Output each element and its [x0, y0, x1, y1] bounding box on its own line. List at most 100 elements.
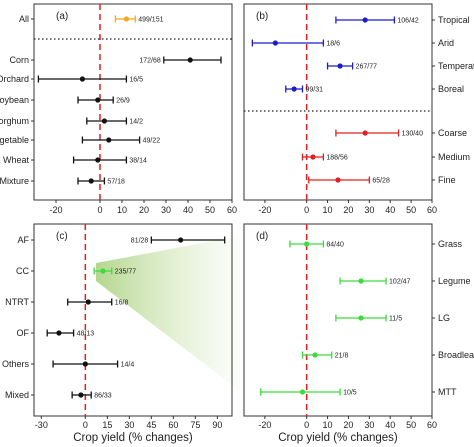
sample-size-label-legume: 102/47: [389, 279, 411, 286]
category-label-of: OF: [17, 328, 30, 338]
x-tick-label: 30: [364, 205, 374, 215]
sample-size-label-mixture: 57/18: [107, 179, 125, 186]
category-label-af: AF: [17, 235, 29, 245]
sample-size-label-vegetable: 49/22: [143, 138, 161, 145]
x-tick-label: -20: [258, 420, 271, 430]
x-tick-label: 10: [117, 205, 127, 215]
panel-d-frame: [243, 223, 433, 417]
category-label-coarse: Coarse: [438, 128, 467, 138]
mean-point-mixed: [78, 392, 84, 398]
sample-size-label-temperate: 267/77: [356, 64, 378, 71]
mean-point-ntrt: [85, 299, 91, 305]
sample-size-label-lg: 11/5: [389, 316, 402, 323]
x-tick-label: -30: [35, 420, 48, 430]
category-label-wheat: Wheat: [3, 155, 30, 165]
x-tick-label: 30: [364, 420, 374, 430]
category-label-vegetable: Vegetable: [0, 135, 29, 145]
sample-size-label-broadleaf: 21/8: [335, 353, 349, 360]
sample-size-label-ntrt: 16/8: [115, 300, 129, 307]
mean-point-arid: [272, 40, 278, 46]
cc-highlight-fan: [96, 236, 240, 391]
x-axis-title-right: Crop yield (% changes): [278, 432, 398, 444]
x-tick-label: 45: [146, 420, 156, 430]
sample-size-label-corn: 172/68: [139, 58, 161, 65]
sample-size-label-arid: 18/6: [326, 41, 340, 48]
sample-size-label-orchard: 16/5: [129, 77, 143, 84]
category-label-sorghum: Sorghum: [0, 116, 29, 126]
sample-size-label-all: 499/151: [138, 17, 163, 24]
category-label-mixture: Mixture: [0, 176, 29, 186]
sample-size-label-coarse: 130/40: [402, 131, 424, 138]
mean-point-fine: [335, 177, 341, 183]
category-label-all: All: [19, 14, 29, 24]
mean-point-legume: [358, 278, 364, 284]
sample-size-label-af: 81/28: [131, 238, 149, 245]
x-tick-label: 20: [139, 205, 149, 215]
category-label-mixed: Mixed: [5, 390, 29, 400]
category-label-boreal: Boreal: [438, 84, 464, 94]
category-label-grass: Grass: [438, 239, 463, 249]
x-tick-label: 50: [205, 205, 215, 215]
x-tick-label: 0: [304, 420, 309, 430]
x-tick-label: -20: [49, 205, 62, 215]
panel-label-a: (a): [56, 11, 68, 22]
category-label-ntrt: NTRT: [5, 297, 29, 307]
x-tick-label: 15: [102, 420, 112, 430]
x-tick-label: 30: [161, 205, 171, 215]
x-tick-label: 30: [124, 420, 134, 430]
mean-point-sorghum: [101, 118, 107, 124]
sample-size-label-sorghum: 14/2: [129, 119, 143, 126]
x-tick-label: 75: [190, 420, 200, 430]
sample-size-label-wheat: 38/14: [129, 158, 147, 165]
mean-point-lg: [358, 315, 364, 321]
sample-size-label-soybean: 26/9: [116, 98, 130, 105]
x-tick-label: 50: [406, 205, 416, 215]
mean-point-temperate: [337, 63, 343, 69]
sample-size-label-mixed: 86/33: [94, 393, 112, 400]
mean-point-orchard: [79, 76, 85, 82]
category-label-medium: Medium: [438, 152, 470, 162]
x-tick-label: 50: [406, 420, 416, 430]
panel-c-frame: [33, 223, 233, 417]
mean-point-boreal: [291, 86, 297, 92]
sample-size-label-grass: 84/40: [326, 242, 344, 249]
mean-point-broadleaf: [312, 352, 318, 358]
mean-point-corn: [187, 57, 193, 63]
sample-size-label-medium: 188/56: [326, 155, 348, 162]
x-tick-label: 0: [97, 205, 102, 215]
x-tick-label: 60: [227, 205, 237, 215]
mean-point-all: [123, 16, 129, 22]
x-tick-label: -20: [258, 205, 271, 215]
x-tick-label: 60: [427, 205, 437, 215]
mean-point-mtt: [299, 389, 306, 395]
x-tick-label: 60: [168, 420, 178, 430]
category-label-mtt: MTT: [438, 387, 457, 397]
mean-point-medium: [310, 154, 316, 160]
category-label-arid: Arid: [438, 38, 454, 48]
panel-label-b: (b): [256, 11, 268, 22]
category-label-legume: Legume: [438, 276, 471, 286]
x-tick-label: 10: [323, 205, 333, 215]
category-label-others: Others: [2, 359, 30, 369]
x-tick-label: 0: [83, 420, 88, 430]
category-label-orchard: Orchard: [0, 74, 29, 84]
sample-size-label-cc: 235/77: [115, 269, 137, 276]
mean-point-af: [178, 237, 184, 243]
category-label-temperate: Temperate: [438, 61, 474, 71]
x-tick-label: 40: [385, 205, 395, 215]
mean-point-coarse: [362, 130, 368, 136]
category-label-broadleaf: Broadleaf: [438, 350, 474, 360]
mean-point-vegetable: [106, 137, 112, 143]
sample-size-label-others: 14/4: [121, 362, 135, 369]
category-label-tropical: Tropical: [438, 15, 470, 25]
panel-b-frame: [243, 3, 433, 201]
x-axis-title-left: Crop yield (% changes): [73, 432, 193, 444]
mean-point-wheat: [95, 157, 101, 163]
sample-size-label-fine: 65/28: [372, 178, 390, 185]
mean-point-mixture: [88, 178, 94, 184]
x-tick-label: 40: [183, 205, 193, 215]
mean-point-grass: [304, 241, 310, 247]
category-label-cc: CC: [16, 266, 29, 276]
x-tick-label: 10: [323, 420, 333, 430]
